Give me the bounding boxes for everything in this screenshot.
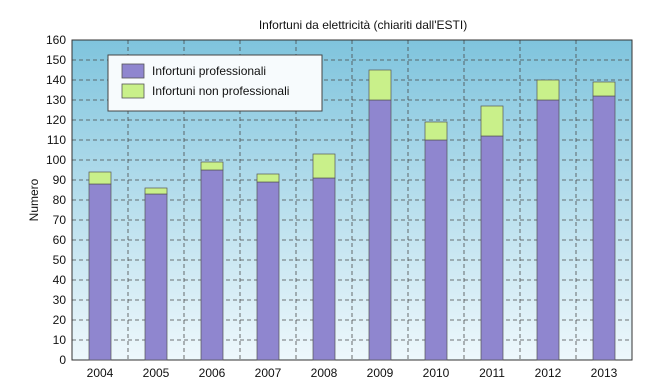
bar-professionali [200,169,224,361]
x-tick-label: 2010 [423,366,450,380]
x-tick-label: 2004 [87,366,114,380]
y-tick-label: 60 [53,233,67,247]
bar-non-professionali [88,171,112,185]
bar-professionali [424,139,448,361]
x-tick-label: 2011 [479,366,505,380]
bar-professionali [88,183,112,361]
x-tick-label: 2009 [367,366,394,380]
y-tick-label: 40 [53,273,67,287]
legend-swatch-non-professionali [121,83,145,99]
x-tick-label: 2005 [143,366,170,380]
y-tick-label: 90 [53,173,67,187]
x-axis-ticks: 2004 2005 2006 2007 2008 2009 2010 2011 2012 2013 [87,366,618,380]
bar-non-professionali [424,121,448,141]
x-tick-label: 2013 [591,366,618,380]
y-tick-label: 30 [53,293,67,307]
y-tick-label: 50 [53,253,67,267]
y-tick-label: 110 [47,133,66,147]
y-tick-label: 70 [53,213,67,227]
legend-swatch-professionali [121,63,145,79]
bar-professionali [480,135,504,361]
y-tick-label: 160 [46,33,66,47]
chart-title: Infortuni da elettricità (chiariti dall'… [259,18,467,32]
bar-professionali [536,99,560,361]
bar-non-professionali [256,173,280,183]
y-tick-label: 150 [46,53,66,67]
bar-non-professionali [536,79,560,101]
bar-non-professionali [368,69,392,101]
bar-non-professionali [144,187,168,195]
y-tick-label: 140 [46,73,66,87]
x-tick-label: 2012 [535,366,562,380]
y-tick-label: 120 [46,113,66,127]
legend: Infortuni professionali Infortuni non pr… [107,54,323,112]
x-tick-label: 2006 [199,366,226,380]
bar-non-professionali [592,81,616,97]
y-axis-ticks: 0 10 20 30 40 50 60 70 80 90 100 110 120 130 140 150 160 [46,33,66,367]
y-tick-label: 20 [53,313,67,327]
bar-professionali [368,99,392,361]
y-tick-label: 0 [59,353,66,367]
y-axis-label: Numero [27,178,41,221]
bar-professionali [312,177,336,361]
legend-label-professionali: Infortuni professionali [152,64,266,78]
legend-label-non-professionali: Infortuni non professionali [152,84,289,98]
bar-professionali [144,193,168,361]
y-tick-label: 130 [46,93,66,107]
bar-non-professionali [480,105,504,137]
plot-border [71,39,633,361]
bar-professionali [592,95,616,361]
y-tick-label: 80 [53,193,67,207]
y-tick-label: 10 [53,333,67,347]
x-tick-label: 2008 [311,366,338,380]
x-tick-label: 2007 [255,366,282,380]
bar-non-professionali [200,161,224,171]
bars [88,69,616,361]
bar-non-professionali [312,153,336,179]
bar-professionali [256,181,280,361]
y-tick-label: 100 [46,153,66,167]
